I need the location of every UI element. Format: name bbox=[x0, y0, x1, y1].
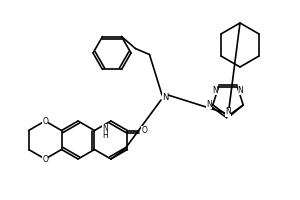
Text: O: O bbox=[42, 154, 48, 164]
Text: N: N bbox=[213, 86, 218, 95]
Text: N: N bbox=[102, 124, 108, 133]
Text: O: O bbox=[42, 116, 48, 126]
Text: N: N bbox=[225, 108, 231, 116]
Text: N: N bbox=[238, 86, 243, 95]
Text: O: O bbox=[141, 126, 147, 135]
Text: H: H bbox=[102, 131, 108, 140]
Text: N: N bbox=[206, 100, 212, 109]
Text: N: N bbox=[162, 92, 168, 102]
